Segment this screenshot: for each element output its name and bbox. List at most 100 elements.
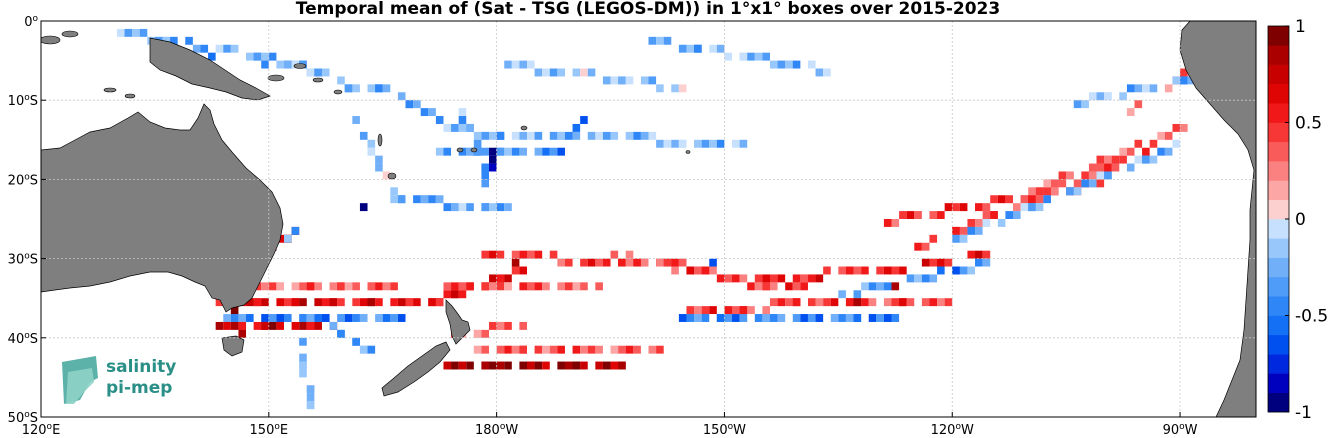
data-cell	[1126, 84, 1135, 93]
data-cell	[504, 282, 512, 291]
data-cell	[701, 266, 710, 275]
data-cell	[542, 345, 550, 354]
data-cell	[1126, 163, 1135, 172]
data-cell	[580, 345, 588, 354]
data-cell	[656, 84, 664, 93]
data-cell	[716, 139, 725, 148]
data-cell	[678, 84, 687, 93]
data-cell-highlight	[891, 282, 900, 291]
data-cell	[390, 282, 398, 291]
data-cell	[306, 68, 315, 77]
data-cell	[959, 226, 968, 235]
data-cell	[625, 76, 634, 85]
data-cell	[1088, 163, 1097, 172]
data-cell	[382, 84, 391, 93]
data-cell	[261, 282, 269, 291]
data-cell	[375, 298, 383, 307]
data-cell	[1028, 195, 1036, 204]
data-cell	[891, 219, 900, 227]
data-cell	[549, 68, 558, 77]
data-cell	[481, 147, 490, 156]
data-cell	[314, 321, 322, 330]
data-cell	[952, 226, 960, 235]
colorbar-swatch	[1268, 373, 1289, 393]
data-cell	[527, 361, 535, 370]
data-cell	[587, 131, 596, 140]
data-cell	[997, 195, 1006, 204]
data-cell	[1180, 123, 1188, 132]
data-cell	[291, 226, 300, 235]
data-cell	[625, 131, 634, 140]
data-cell	[451, 123, 459, 132]
data-cell	[762, 274, 770, 283]
data-cell	[754, 52, 763, 61]
data-cell	[1172, 139, 1181, 148]
data-cell	[557, 131, 565, 140]
data-cell	[587, 345, 596, 354]
data-cell	[458, 361, 467, 370]
data-cell	[1043, 195, 1051, 204]
data-cell	[929, 258, 938, 267]
data-cell	[732, 139, 740, 148]
data-cell	[473, 147, 482, 156]
data-cell	[246, 298, 254, 307]
data-cell	[564, 361, 573, 370]
data-cell	[1096, 155, 1105, 164]
lat-tick-label: 10oS	[8, 93, 38, 109]
data-cell	[443, 123, 452, 132]
data-cell	[481, 250, 490, 259]
data-cell	[891, 298, 900, 307]
data-cell	[299, 361, 307, 370]
data-cell	[420, 108, 429, 117]
data-cell	[375, 163, 383, 172]
data-cell	[1020, 195, 1029, 204]
data-cell	[367, 298, 376, 307]
data-cell	[542, 147, 550, 156]
data-cell	[321, 68, 330, 77]
data-cell	[375, 282, 383, 291]
data-cell-highlight	[230, 306, 239, 315]
data-cell	[375, 314, 383, 322]
data-cell	[435, 116, 444, 124]
data-cell	[944, 298, 953, 307]
data-cell	[542, 68, 550, 77]
data-cell	[1134, 84, 1143, 93]
data-cell	[921, 242, 930, 251]
data-cell	[724, 314, 733, 322]
data-cell	[276, 298, 284, 307]
data-cell	[732, 314, 740, 322]
data-cell	[306, 385, 315, 394]
data-cell	[527, 131, 535, 140]
data-cell	[382, 314, 391, 322]
data-cell-highlight	[618, 361, 626, 370]
data-cell	[610, 345, 619, 354]
data-cell	[367, 139, 376, 148]
data-cell	[633, 345, 641, 354]
data-cell	[443, 282, 452, 291]
data-cell	[1050, 187, 1059, 196]
data-cell	[359, 345, 368, 354]
new-zealand-north-island	[445, 299, 471, 345]
data-cell	[694, 314, 702, 322]
data-cell	[580, 258, 588, 267]
colorbar-swatch	[1268, 64, 1289, 85]
data-cell	[1058, 171, 1067, 180]
data-cell	[1149, 139, 1158, 148]
data-cell	[587, 68, 596, 77]
data-cell	[595, 345, 603, 354]
data-cell	[223, 314, 231, 322]
data-cell	[732, 274, 740, 283]
data-cell	[519, 131, 527, 140]
data-cell	[800, 274, 808, 283]
data-cell	[891, 266, 900, 275]
data-cell	[572, 68, 581, 77]
data-cell	[306, 314, 315, 322]
data-cell	[648, 76, 657, 85]
data-cell	[754, 282, 763, 291]
data-cell	[883, 298, 892, 307]
data-cell	[739, 139, 748, 148]
data-cell	[451, 282, 459, 291]
data-cell	[511, 250, 520, 259]
data-cell	[284, 298, 292, 307]
data-cell	[337, 282, 345, 291]
